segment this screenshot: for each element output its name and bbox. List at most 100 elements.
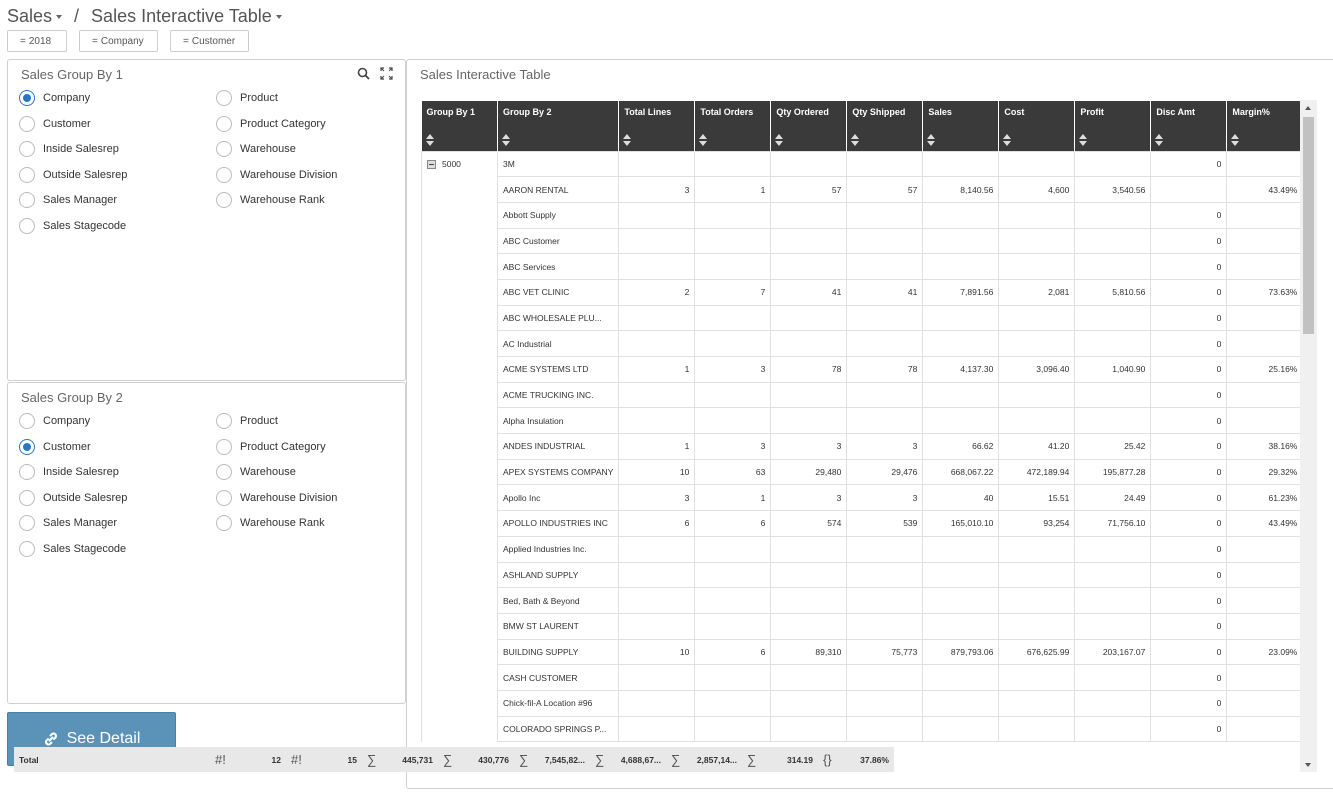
table-row[interactable]: ACME SYSTEMS LTD 1 3 78 78 4,137.30 3,096.40 1,…: [422, 356, 1304, 383]
column-header[interactable]: Group By 2: [497, 101, 620, 151]
radio-option-inside-salesrep[interactable]: Inside Salesrep: [19, 141, 119, 158]
radio-option-customer[interactable]: Customer: [19, 115, 91, 132]
scroll-down-icon[interactable]: [1305, 763, 1311, 767]
table-row[interactable]: AC Industrial 0: [422, 330, 1304, 357]
radio-option-sales-manager[interactable]: Sales Manager: [19, 515, 117, 532]
table-row[interactable]: Chick-fil-A Location #96 0: [422, 689, 1304, 717]
table-row[interactable]: Bed, Bath & Beyond 0: [422, 587, 1304, 614]
table-row[interactable]: Applied Industries Inc. 0: [422, 535, 1304, 563]
scrollbar-thumb[interactable]: [1303, 117, 1314, 334]
sort-icon[interactable]: [927, 133, 936, 146]
column-header[interactable]: Group By 1: [421, 101, 498, 151]
breadcrumb-root[interactable]: Sales: [7, 6, 63, 27]
sort-icon[interactable]: [502, 133, 510, 146]
table-row[interactable]: Apollo Inc 3 1 3 3 40 15.51 24.49 0 61.23%: [422, 484, 1304, 512]
vertical-scrollbar[interactable]: [1300, 100, 1317, 772]
radio-button[interactable]: [19, 192, 35, 209]
radio-option-company[interactable]: Company: [19, 413, 90, 429]
table-row[interactable]: APOLLO INDUSTRIES INC 6 6 574 539 165,010.10 9…: [422, 510, 1304, 537]
radio-option-product[interactable]: Product: [216, 413, 278, 429]
column-header[interactable]: Sales: [922, 101, 1000, 151]
table-row[interactable]: COLORADO SPRINGS P... 0: [422, 715, 1304, 743]
radio-button[interactable]: [19, 489, 35, 506]
sort-icon[interactable]: [1155, 133, 1164, 146]
sort-icon[interactable]: [1231, 133, 1240, 146]
radio-button[interactable]: [19, 438, 35, 455]
breadcrumb-current[interactable]: Sales Interactive Table: [91, 6, 282, 27]
radio-button[interactable]: [216, 413, 232, 429]
radio-option-sales-stagecode[interactable]: Sales Stagecode: [19, 218, 126, 234]
filter-chip-year[interactable]: = 2018: [7, 30, 67, 52]
column-header[interactable]: Margin%: [1226, 101, 1304, 151]
radio-option-inside-salesrep[interactable]: Inside Salesrep: [19, 464, 119, 481]
radio-button[interactable]: [19, 166, 35, 183]
sort-icon[interactable]: [1079, 133, 1088, 146]
column-header[interactable]: Cost: [998, 101, 1076, 151]
radio-button[interactable]: [19, 141, 35, 158]
radio-button[interactable]: [19, 218, 35, 234]
table-row[interactable]: 5000 3M 0: [421, 150, 1304, 742]
sort-icon[interactable]: [775, 133, 784, 146]
radio-button[interactable]: [19, 464, 35, 481]
radio-option-warehouse-division[interactable]: Warehouse Division: [216, 489, 337, 506]
column-header[interactable]: Qty Ordered: [770, 101, 848, 151]
radio-button[interactable]: [216, 464, 232, 481]
radio-option-sales-manager[interactable]: Sales Manager: [19, 192, 117, 209]
column-header[interactable]: Profit: [1074, 101, 1152, 151]
table-row[interactable]: ABC WHOLESALE PLU... 0: [422, 304, 1304, 332]
radio-button[interactable]: [19, 413, 35, 429]
filter-chip-company[interactable]: = Company: [79, 30, 158, 52]
sort-icon[interactable]: [623, 133, 632, 146]
radio-option-warehouse-division[interactable]: Warehouse Division: [216, 166, 337, 183]
column-header[interactable]: Total Lines: [618, 101, 696, 151]
expand-icon[interactable]: [380, 67, 393, 80]
table-row[interactable]: AARON RENTAL 3 1 57 57 8,140.56 4,600 3,540.56 4…: [422, 176, 1304, 203]
radio-option-customer[interactable]: Customer: [19, 438, 91, 455]
table-row[interactable]: Abbott Supply 0: [422, 201, 1304, 229]
radio-option-sales-stagecode[interactable]: Sales Stagecode: [19, 541, 126, 557]
sort-icon[interactable]: [699, 133, 708, 146]
table-row[interactable]: ABC Services 0: [422, 253, 1304, 280]
table-row[interactable]: APEX SYSTEMS COMPANY 10 63 29,480 29,476 668,…: [422, 458, 1304, 486]
table-row[interactable]: Alpha Insulation 0: [422, 407, 1304, 435]
table-row[interactable]: BUILDING SUPPLY 10 6 89,310 75,773 879,793.06…: [422, 638, 1304, 666]
table-row[interactable]: ABC VET CLINIC 2 7 41 41 7,891.56 2,081 5,810.5…: [422, 278, 1304, 306]
radio-button[interactable]: [19, 515, 35, 532]
radio-button[interactable]: [216, 90, 232, 106]
column-header[interactable]: Disc Amt: [1150, 101, 1228, 151]
radio-button[interactable]: [216, 141, 232, 158]
radio-button[interactable]: [216, 438, 232, 455]
sort-icon[interactable]: [1003, 133, 1012, 146]
radio-option-product-category[interactable]: Product Category: [216, 438, 326, 455]
radio-button[interactable]: [19, 90, 35, 106]
scroll-up-icon[interactable]: [1305, 106, 1311, 110]
table-row[interactable]: ANDES INDUSTRIAL 1 3 3 3 66.62 41.20 25.42 0 38.1…: [422, 433, 1304, 460]
radio-option-outside-salesrep[interactable]: Outside Salesrep: [19, 166, 127, 183]
sort-icon[interactable]: [425, 133, 434, 146]
radio-option-warehouse[interactable]: Warehouse: [216, 464, 296, 481]
collapse-icon[interactable]: [427, 159, 436, 169]
table-row[interactable]: CASH CUSTOMER 0: [422, 664, 1304, 691]
search-icon[interactable]: [357, 67, 370, 80]
sort-icon[interactable]: [851, 133, 860, 146]
table-row[interactable]: ABC Customer 0: [422, 227, 1304, 255]
radio-option-product-category[interactable]: Product Category: [216, 115, 326, 132]
radio-option-product[interactable]: Product: [216, 90, 278, 106]
table-row[interactable]: ACME TRUCKING INC. 0: [422, 381, 1304, 409]
radio-button[interactable]: [216, 192, 232, 209]
radio-button[interactable]: [216, 115, 232, 132]
table-row[interactable]: BMW ST LAURENT 0: [422, 612, 1304, 640]
radio-button[interactable]: [216, 515, 232, 532]
radio-button[interactable]: [216, 166, 232, 183]
radio-option-warehouse[interactable]: Warehouse: [216, 141, 296, 158]
radio-option-outside-salesrep[interactable]: Outside Salesrep: [19, 489, 127, 506]
column-header[interactable]: Qty Shipped: [846, 101, 924, 151]
radio-option-company[interactable]: Company: [19, 90, 90, 106]
radio-button[interactable]: [19, 115, 35, 132]
radio-option-warehouse-rank[interactable]: Warehouse Rank: [216, 515, 325, 532]
filter-chip-customer[interactable]: = Customer: [170, 30, 249, 52]
column-header[interactable]: Total Orders: [694, 101, 772, 151]
radio-button[interactable]: [19, 541, 35, 557]
radio-option-warehouse-rank[interactable]: Warehouse Rank: [216, 192, 325, 209]
radio-button[interactable]: [216, 489, 232, 506]
